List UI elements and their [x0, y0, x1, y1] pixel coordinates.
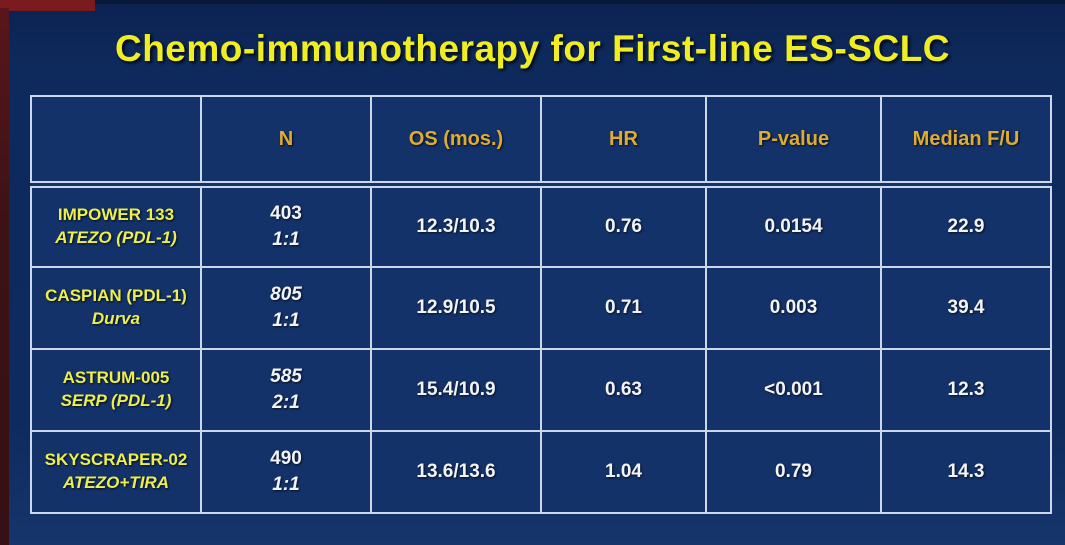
trials-comparison-table: N OS (mos.) HR P-value Median F/U IMPOWE… [30, 95, 1052, 514]
n-cell: 403 1:1 [200, 183, 372, 268]
table-row-impower133: IMPOWER 133 ATEZO (PDL-1) 403 1:1 12.3/1… [30, 183, 1052, 268]
study-name-cell: IMPOWER 133 ATEZO (PDL-1) [30, 183, 202, 268]
study-name: SKYSCRAPER-02 [44, 449, 188, 469]
study-name: IMPOWER 133 [57, 204, 175, 224]
os-value: 12.9/10.5 [370, 265, 542, 350]
left-edge-maroon-strip [0, 8, 9, 545]
slide-title: Chemo-immunotherapy for First-line ES-SC… [114, 28, 951, 69]
hr-value: 0.76 [540, 183, 707, 268]
os-value: 15.4/10.9 [370, 347, 542, 432]
table-row-skyscraper02: SKYSCRAPER-02 ATEZO+TIRA 490 1:1 13.6/13… [30, 429, 1052, 514]
table-row-caspian: CASPIAN (PDL-1) Durva 805 1:1 12.9/10.5 … [30, 265, 1052, 350]
topleft-red-strip-artifact [0, 0, 95, 11]
os-value: 12.3/10.3 [370, 183, 542, 268]
study-drug: Durva [91, 308, 141, 328]
study-drug: ATEZO+TIRA [63, 472, 169, 492]
column-header-os: OS (mos.) [370, 95, 542, 188]
randomization-ratio: 2:1 [272, 391, 300, 413]
hr-value: 1.04 [540, 429, 707, 514]
median-fu-value: 22.9 [880, 183, 1052, 268]
hr-value: 0.71 [540, 265, 707, 350]
p-value: 0.003 [705, 265, 882, 350]
p-value: <0.001 [705, 347, 882, 432]
n-cell: 490 1:1 [200, 429, 372, 514]
hr-value: 0.63 [540, 347, 707, 432]
column-header-pvalue: P-value [705, 95, 882, 188]
n-value: 805 [270, 283, 302, 305]
header-row: N OS (mos.) HR P-value Median F/U [30, 95, 1052, 188]
n-value: 403 [270, 203, 302, 225]
study-name: ASTRUM-005 [62, 367, 170, 387]
randomization-ratio: 1:1 [272, 309, 300, 331]
study-name: CASPIAN (PDL-1) [45, 285, 187, 305]
study-name-cell: ASTRUM-005 SERP (PDL-1) [30, 347, 202, 432]
median-fu-value: 39.4 [880, 265, 1052, 350]
p-value: 0.79 [705, 429, 882, 514]
top-edge-artifact [0, 0, 1065, 4]
randomization-ratio: 1:1 [272, 228, 300, 250]
os-value: 13.6/13.6 [370, 429, 542, 514]
n-cell: 805 1:1 [200, 265, 372, 350]
column-header-study [30, 95, 202, 188]
study-name-cell: SKYSCRAPER-02 ATEZO+TIRA [30, 429, 202, 514]
randomization-ratio: 1:1 [272, 473, 300, 495]
column-header-n: N [200, 95, 372, 188]
column-header-median-fu: Median F/U [880, 95, 1052, 188]
column-header-hr: HR [540, 95, 707, 188]
n-value: 490 [270, 447, 302, 469]
study-name-cell: CASPIAN (PDL-1) Durva [30, 265, 202, 350]
study-drug: ATEZO (PDL-1) [55, 227, 177, 247]
n-cell: 585 2:1 [200, 347, 372, 432]
study-drug: SERP (PDL-1) [60, 390, 172, 410]
n-value: 585 [270, 365, 302, 387]
p-value: 0.0154 [705, 183, 882, 268]
median-fu-value: 12.3 [880, 347, 1052, 432]
median-fu-value: 14.3 [880, 429, 1052, 514]
table-row-astrum005: ASTRUM-005 SERP (PDL-1) 585 2:1 15.4/10.… [30, 347, 1052, 432]
